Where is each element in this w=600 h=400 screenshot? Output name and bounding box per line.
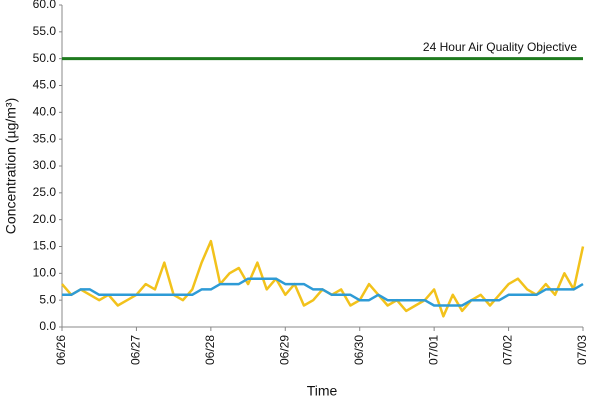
x-tick-label: 06/30 — [352, 335, 366, 365]
y-tick-label: 50.0 — [33, 51, 57, 65]
x-tick-label: 06/28 — [203, 335, 217, 365]
y-tick-label: 5.0 — [39, 292, 56, 306]
y-tick-label: 35.0 — [33, 131, 57, 145]
y-axis-title: Concentration (µg/m³) — [3, 98, 19, 234]
data-line — [62, 277, 584, 307]
x-tick-label: 06/26 — [54, 335, 68, 365]
y-tick-label: 55.0 — [33, 24, 57, 38]
y-tick-label: 15.0 — [33, 239, 57, 253]
x-axis-title: Time — [307, 383, 338, 399]
y-tick-label: 0.0 — [39, 319, 56, 333]
reference-label: 24 Hour Air Quality Objective — [423, 40, 577, 54]
x-tick-label: 06/29 — [277, 335, 291, 365]
y-tick-label: 40.0 — [33, 105, 57, 119]
x-tick-label: 07/02 — [501, 335, 515, 365]
data-line — [61, 239, 585, 318]
y-tick-label: 25.0 — [33, 185, 57, 199]
y-tick-label: 20.0 — [33, 212, 57, 226]
y-tick-label: 60.0 — [33, 0, 57, 11]
x-tick-label: 06/27 — [129, 335, 143, 365]
x-tick-label: 07/01 — [426, 335, 440, 365]
y-tick-label: 30.0 — [33, 158, 57, 172]
y-tick-label: 10.0 — [33, 266, 57, 280]
y-tick-label: 45.0 — [33, 78, 57, 92]
x-tick-label: 07/03 — [575, 335, 589, 365]
